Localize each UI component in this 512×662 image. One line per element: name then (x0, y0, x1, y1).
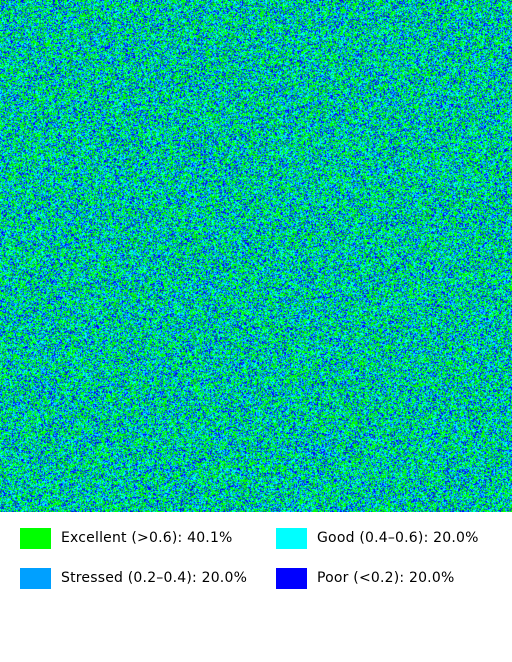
legend-item-excellent: Excellent (>0.6): 40.1% (20, 527, 233, 549)
legend-label-stressed: Stressed (0.2–0.4): 20.0% (61, 570, 248, 586)
legend-label-good: Good (0.4–0.6): 20.0% (317, 530, 479, 546)
map-legend: Excellent (>0.6): 40.1% Good (0.4–0.6): … (0, 512, 512, 662)
legend-swatch-poor (276, 567, 307, 589)
legend-swatch-good (276, 527, 307, 549)
legend-item-stressed: Stressed (0.2–0.4): 20.0% (20, 567, 247, 589)
legend-item-poor: Poor (<0.2): 20.0% (276, 567, 454, 589)
legend-item-good: Good (0.4–0.6): 20.0% (276, 527, 479, 549)
legend-label-excellent: Excellent (>0.6): 40.1% (61, 530, 233, 546)
legend-swatch-excellent (20, 527, 51, 549)
vegetation-health-map (0, 0, 512, 512)
legend-swatch-stressed (20, 567, 51, 589)
legend-label-poor: Poor (<0.2): 20.0% (317, 570, 455, 586)
